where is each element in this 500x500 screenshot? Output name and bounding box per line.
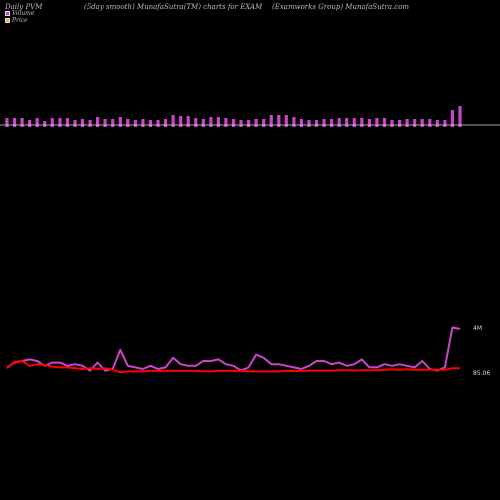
volume-bar	[194, 118, 198, 127]
price-end-label: 85.06	[473, 370, 490, 377]
volume-bar	[405, 119, 409, 127]
volume-bars	[5, 106, 462, 127]
volume-bar	[420, 119, 424, 127]
volume-bar	[322, 119, 326, 127]
volume-bar	[103, 119, 107, 127]
volume-bar	[156, 120, 160, 127]
volume-bar	[126, 119, 130, 127]
legend-volume: Volume	[5, 10, 34, 17]
volume-bar	[254, 119, 258, 127]
volume-bar	[382, 118, 387, 127]
legend-price-swatch	[5, 18, 10, 23]
legend-volume-swatch	[5, 11, 10, 16]
volume-bar	[435, 120, 439, 127]
volume-bar	[345, 118, 349, 127]
volume-bar	[118, 117, 122, 127]
volume-bar	[330, 119, 334, 127]
volume-bar	[209, 117, 213, 127]
volume-end-label: 4M	[473, 325, 482, 332]
volume-bar	[375, 118, 379, 127]
volume-bar	[314, 120, 319, 127]
volume-bar	[360, 118, 364, 127]
header-left: Daily PVM	[5, 3, 43, 11]
volume-bar	[28, 120, 32, 127]
volume-bar	[216, 117, 220, 127]
volume-bar	[262, 119, 266, 127]
legend-volume-label: Volume	[12, 10, 35, 17]
volume-bar	[428, 119, 432, 127]
volume-bar	[96, 117, 100, 127]
volume-bar	[179, 116, 183, 127]
price-line	[6, 360, 460, 374]
volume-bar	[171, 115, 175, 127]
volume-bar	[337, 118, 341, 127]
volume-bar	[413, 119, 417, 127]
volume-line	[6, 326, 461, 372]
volume-bar	[141, 119, 145, 127]
volume-bar	[5, 118, 9, 127]
volume-bar	[231, 119, 236, 127]
volume-bar	[163, 119, 168, 127]
legend-price-label: Price	[12, 17, 28, 24]
volume-bar	[239, 120, 243, 127]
volume-bar	[20, 118, 24, 127]
volume-bar	[398, 120, 402, 127]
volume-bar	[65, 118, 69, 127]
legend-price: Price	[5, 17, 28, 24]
volume-bar	[307, 120, 311, 127]
header-right: (Examworks Group) MunafaSutra.com	[272, 3, 410, 11]
volume-bar	[58, 118, 62, 127]
volume-bar	[73, 120, 77, 127]
volume-bar	[111, 119, 115, 127]
volume-bar	[292, 117, 296, 127]
volume-bar	[50, 118, 54, 127]
volume-bar	[299, 119, 303, 127]
volume-bar	[13, 118, 17, 127]
volume-bar	[450, 110, 454, 127]
volume-bar	[35, 118, 39, 127]
volume-bar	[390, 120, 394, 127]
volume-bar	[352, 118, 356, 127]
volume-bar	[148, 120, 152, 127]
volume-bar	[458, 106, 462, 127]
volume-bar	[201, 119, 205, 127]
volume-bar	[133, 120, 137, 127]
volume-bar	[43, 121, 47, 127]
volume-bar	[277, 115, 281, 127]
volume-bar	[284, 115, 288, 127]
volume-bar	[88, 120, 92, 127]
volume-bar	[224, 118, 228, 127]
volume-bar	[247, 120, 251, 127]
volume-bar	[80, 119, 85, 127]
chart-title: (5day smooth) MunafaSutra(TM) charts for…	[84, 3, 263, 11]
volume-bar	[443, 120, 447, 127]
volume-bar	[269, 115, 273, 127]
volume-bar	[367, 119, 371, 127]
volume-bar	[186, 116, 190, 127]
